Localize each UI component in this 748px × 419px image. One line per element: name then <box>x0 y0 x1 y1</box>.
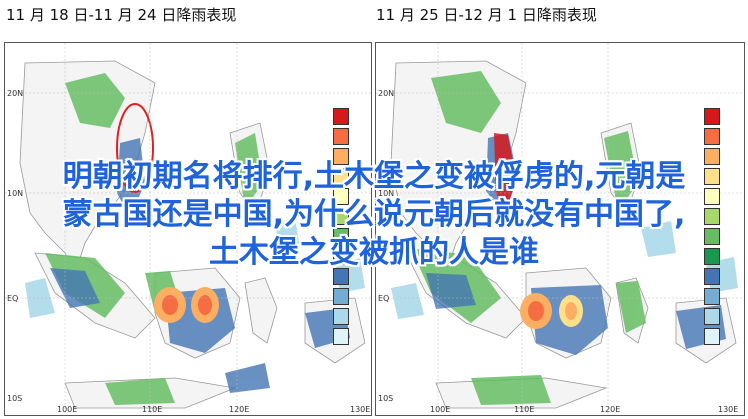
lat-label-eq-right: EQ <box>378 294 390 303</box>
legend-swatch <box>333 108 349 125</box>
legend-swatch <box>333 168 349 185</box>
overlay-line-2: 蒙古国还是中国,为什么说元朝后就没有中国了, <box>62 197 686 232</box>
legend-swatch <box>704 128 720 145</box>
legend-swatch <box>333 228 349 245</box>
legend-swatch <box>333 128 349 145</box>
legend-swatch <box>704 188 720 205</box>
overlay-line-1: 明朝初期名将排行,土木堡之变被俘虏的,元朝是 <box>62 159 686 194</box>
legend-swatch <box>704 308 720 325</box>
lon-label-110e-right: 110E <box>514 405 535 414</box>
legend-swatch <box>704 288 720 305</box>
overlay-line-3: 土木堡之变被抓的人是谁 <box>209 235 539 270</box>
legend-swatch <box>704 208 720 225</box>
legend-swatch <box>333 188 349 205</box>
lat-label-20n-left: 20N <box>7 89 24 98</box>
lon-label-110e-left: 110E <box>142 405 163 414</box>
lon-label-100e-left: 100E <box>57 405 78 414</box>
legend-swatch <box>704 328 720 345</box>
rainfall-map-graphic-right <box>376 43 744 415</box>
legend-left <box>333 108 349 348</box>
legend-swatch <box>704 148 720 165</box>
rainfall-map-right: 20N 10N EQ 10S 100E 110E 120E 130E <box>375 42 745 416</box>
lon-label-100e-right: 100E <box>430 405 451 414</box>
panel-title-right: 11 月 25 日-12 月 1 日降雨表现 <box>376 6 597 24</box>
rainfall-map-left: 20N 10N EQ 10S 100E 110E 120E 130E <box>4 42 372 416</box>
lat-label-eq-left: EQ <box>7 294 19 303</box>
lat-label-10s-left: 10S <box>7 394 23 403</box>
legend-swatch <box>333 248 349 265</box>
lat-label-10s-right: 10S <box>378 394 394 403</box>
lon-label-120e-right: 120E <box>600 405 621 414</box>
lon-label-120e-left: 120E <box>229 405 250 414</box>
panel-title-left: 11 月 18 日-11 月 24 日降雨表现 <box>6 6 237 24</box>
legend-swatch <box>704 248 720 265</box>
legend-swatch <box>704 228 720 245</box>
lat-label-10n-left: 10N <box>7 189 24 198</box>
lat-label-20n-right: 20N <box>378 89 395 98</box>
legend-right <box>704 108 720 348</box>
lon-label-130e-right: 130E <box>718 405 739 414</box>
overlay-headline: 明朝初期名将排行,土木堡之变被俘虏的,元朝是 蒙古国还是中国,为什么说元朝后就没… <box>0 158 748 272</box>
legend-swatch <box>704 268 720 285</box>
legend-swatch <box>333 208 349 225</box>
legend-swatch <box>333 148 349 165</box>
legend-swatch <box>704 108 720 125</box>
legend-swatch <box>333 288 349 305</box>
legend-swatch <box>704 168 720 185</box>
lon-label-130e-left: 130E <box>350 405 371 414</box>
lat-label-10n-right: 10N <box>378 189 395 198</box>
legend-swatch <box>333 328 349 345</box>
legend-swatch <box>333 308 349 325</box>
legend-swatch <box>333 268 349 285</box>
